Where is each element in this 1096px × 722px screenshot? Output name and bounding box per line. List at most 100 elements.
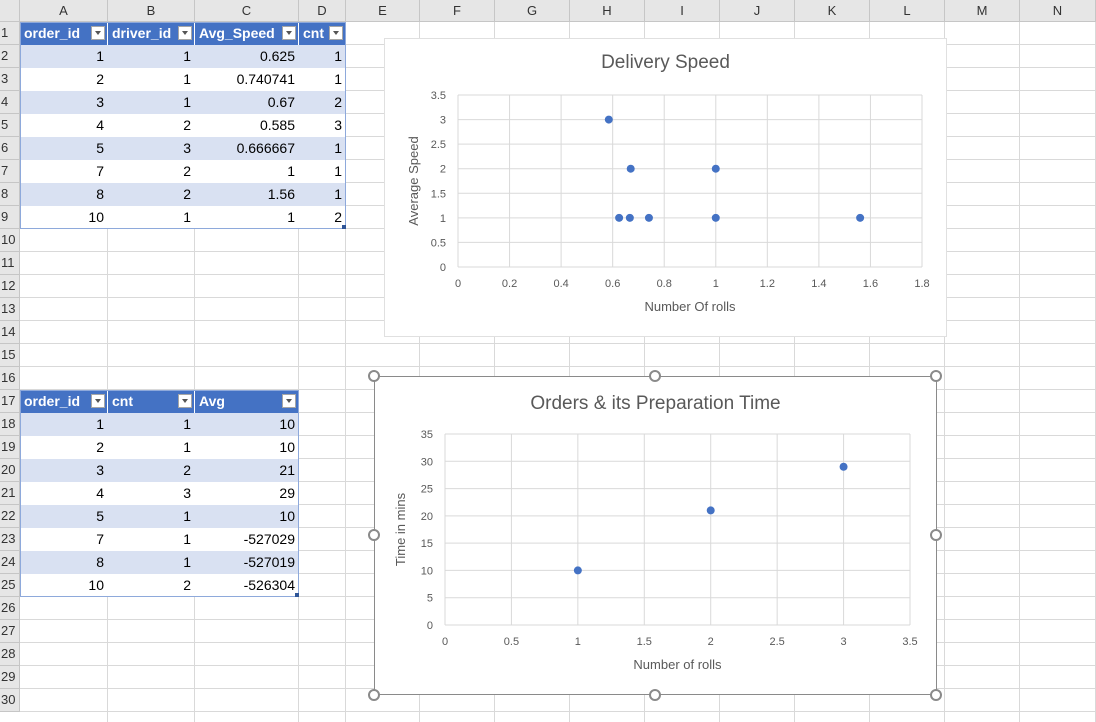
data-point[interactable] <box>573 566 582 575</box>
table-cell[interactable]: 3 <box>20 459 108 482</box>
filter-dropdown-icon[interactable] <box>91 26 105 40</box>
table-cell[interactable]: 4 <box>20 114 108 137</box>
table-resize-handle[interactable] <box>295 593 299 597</box>
table-cell[interactable]: 21 <box>195 459 299 482</box>
row-header[interactable]: 12 <box>0 275 20 298</box>
table-cell[interactable]: 1 <box>108 206 195 229</box>
table-header-cell[interactable]: Avg <box>195 390 299 413</box>
table-cell[interactable]: 2 <box>299 206 346 229</box>
table-cell[interactable]: 4 <box>20 482 108 505</box>
table-cell[interactable]: 2 <box>299 91 346 114</box>
row-header[interactable]: 26 <box>0 597 20 620</box>
table-cell[interactable]: 1 <box>299 137 346 160</box>
column-header[interactable]: K <box>795 0 870 22</box>
row-header[interactable]: 5 <box>0 114 20 137</box>
table-cell[interactable]: 10 <box>20 206 108 229</box>
resize-handle-bottom[interactable] <box>649 689 661 701</box>
column-header[interactable]: D <box>299 0 346 22</box>
table-cell[interactable]: 1 <box>108 91 195 114</box>
table-cell[interactable]: 0.585 <box>195 114 299 137</box>
table-cell[interactable]: 29 <box>195 482 299 505</box>
row-header[interactable]: 18 <box>0 413 20 436</box>
table-header-cell[interactable]: order_id <box>20 22 108 45</box>
filter-dropdown-icon[interactable] <box>178 394 192 408</box>
row-header[interactable]: 9 <box>0 206 20 229</box>
resize-handle-top[interactable] <box>649 370 661 382</box>
row-header[interactable]: 30 <box>0 689 20 712</box>
table-cell[interactable]: 3 <box>108 137 195 160</box>
table-cell[interactable]: -526304 <box>195 574 299 597</box>
table-cell[interactable]: -527029 <box>195 528 299 551</box>
table-cell[interactable]: 7 <box>20 160 108 183</box>
column-header[interactable]: I <box>645 0 720 22</box>
data-point[interactable] <box>856 213 865 222</box>
table-header-cell[interactable]: Avg_Speed <box>195 22 299 45</box>
data-point[interactable] <box>706 506 715 515</box>
table-cell[interactable]: 1 <box>108 436 195 459</box>
column-header[interactable]: M <box>945 0 1020 22</box>
chart-delivery-speed[interactable]: Delivery Speed 0 0.2 0.4 0.6 0.8 1 1.2 1.4 1.6 1.… <box>384 38 947 337</box>
column-header[interactable]: H <box>570 0 645 22</box>
table-cell[interactable]: 1 <box>20 45 108 68</box>
table-cell[interactable]: 2 <box>108 160 195 183</box>
table-cell[interactable]: 5 <box>20 137 108 160</box>
column-header[interactable]: F <box>420 0 495 22</box>
row-header[interactable]: 14 <box>0 321 20 344</box>
table-cell[interactable]: 3 <box>108 482 195 505</box>
data-point[interactable] <box>626 164 635 173</box>
table-cell[interactable]: 1 <box>299 68 346 91</box>
table-cell[interactable]: 1 <box>108 413 195 436</box>
row-header[interactable]: 22 <box>0 505 20 528</box>
table-header-cell[interactable]: cnt <box>299 22 346 45</box>
filter-dropdown-icon[interactable] <box>91 394 105 408</box>
row-header[interactable]: 3 <box>0 68 20 91</box>
row-header[interactable]: 16 <box>0 367 20 390</box>
row-header[interactable]: 1 <box>0 22 20 45</box>
resize-handle-bottom-left[interactable] <box>368 689 380 701</box>
table-cell[interactable]: 0.67 <box>195 91 299 114</box>
row-header[interactable]: 21 <box>0 482 20 505</box>
table-cell[interactable]: 10 <box>195 436 299 459</box>
row-header[interactable]: 6 <box>0 137 20 160</box>
table-cell[interactable]: 1 <box>195 160 299 183</box>
row-header[interactable]: 11 <box>0 252 20 275</box>
table-cell[interactable]: 10 <box>195 505 299 528</box>
table-cell[interactable]: 1 <box>108 505 195 528</box>
row-header[interactable]: 24 <box>0 551 20 574</box>
table-cell[interactable]: 1 <box>299 45 346 68</box>
row-header[interactable]: 4 <box>0 91 20 114</box>
data-point[interactable] <box>644 213 653 222</box>
table-cell[interactable]: 5 <box>20 505 108 528</box>
resize-handle-right[interactable] <box>930 529 942 541</box>
filter-dropdown-icon[interactable] <box>178 26 192 40</box>
row-header[interactable]: 2 <box>0 45 20 68</box>
column-header[interactable]: L <box>870 0 945 22</box>
table-cell[interactable]: 1 <box>108 528 195 551</box>
table-cell[interactable]: 1 <box>20 413 108 436</box>
row-header[interactable]: 28 <box>0 643 20 666</box>
resize-handle-left[interactable] <box>368 529 380 541</box>
table-cell[interactable]: 1 <box>299 160 346 183</box>
table-cell[interactable]: 8 <box>20 183 108 206</box>
resize-handle-top-left[interactable] <box>368 370 380 382</box>
table-cell[interactable]: 0.740741 <box>195 68 299 91</box>
table-cell[interactable]: 2 <box>108 183 195 206</box>
filter-dropdown-icon[interactable] <box>282 26 296 40</box>
data-point[interactable] <box>604 115 613 124</box>
table-cell[interactable]: 1 <box>108 551 195 574</box>
row-header[interactable]: 13 <box>0 298 20 321</box>
chart-orders-preparation-time[interactable]: Orders & its Preparation Time 0 0.5 1 1.5 2 2… <box>374 376 937 695</box>
table-cell[interactable]: 1 <box>108 68 195 91</box>
row-header[interactable]: 10 <box>0 229 20 252</box>
row-header[interactable]: 29 <box>0 666 20 689</box>
column-header[interactable]: A <box>20 0 108 22</box>
column-header[interactable]: J <box>720 0 795 22</box>
filter-dropdown-icon[interactable] <box>282 394 296 408</box>
data-point[interactable] <box>839 462 848 471</box>
table-cell[interactable]: 1 <box>299 183 346 206</box>
table-cell[interactable]: 2 <box>108 459 195 482</box>
table-header-cell[interactable]: cnt <box>108 390 195 413</box>
row-header[interactable]: 27 <box>0 620 20 643</box>
table-cell[interactable]: 2 <box>108 574 195 597</box>
